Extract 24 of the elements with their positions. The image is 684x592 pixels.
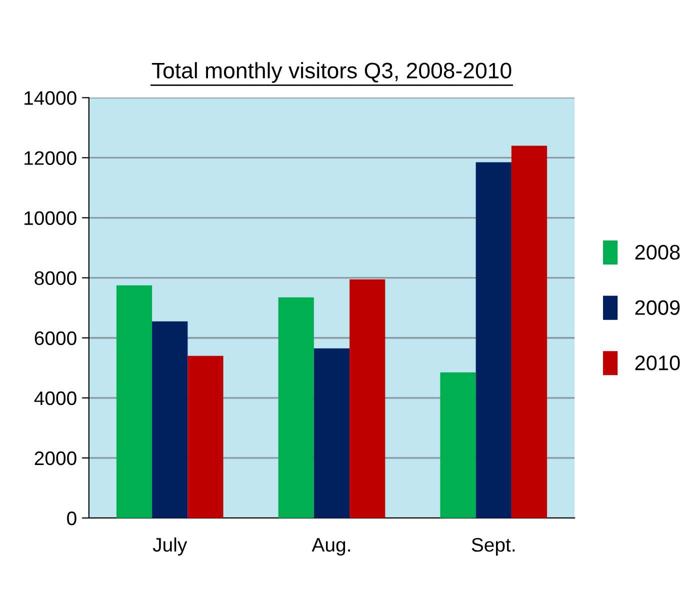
- bar: [278, 297, 314, 518]
- y-tick-label: 8000: [34, 271, 76, 286]
- y-tick-label: 2000: [34, 451, 76, 466]
- legend-label: 2010: [635, 356, 680, 370]
- y-tick-label: 10000: [24, 211, 76, 226]
- x-tick-label: Sept.: [472, 538, 515, 556]
- x-tick-label: July: [152, 537, 188, 556]
- x-tick-label: Aug.: [312, 538, 350, 556]
- chart-title: Total monthly visitors Q3, 2008-2010: [152, 62, 512, 83]
- bar: [440, 372, 476, 518]
- legend-label: 2009: [635, 300, 680, 315]
- legend-label: 2008: [635, 244, 680, 260]
- bar: [152, 321, 188, 518]
- bar: [314, 348, 350, 518]
- bar: [116, 285, 152, 518]
- bar: [188, 356, 224, 518]
- y-tick-label: 0: [67, 511, 76, 526]
- y-tick-label: 6000: [34, 331, 76, 346]
- bar: [476, 162, 512, 518]
- y-tick-label: 4000: [34, 391, 76, 406]
- y-tick-label: 12000: [24, 151, 76, 165]
- y-tick-label: 14000: [24, 91, 76, 105]
- bar: [511, 146, 548, 518]
- bar: [350, 279, 386, 518]
